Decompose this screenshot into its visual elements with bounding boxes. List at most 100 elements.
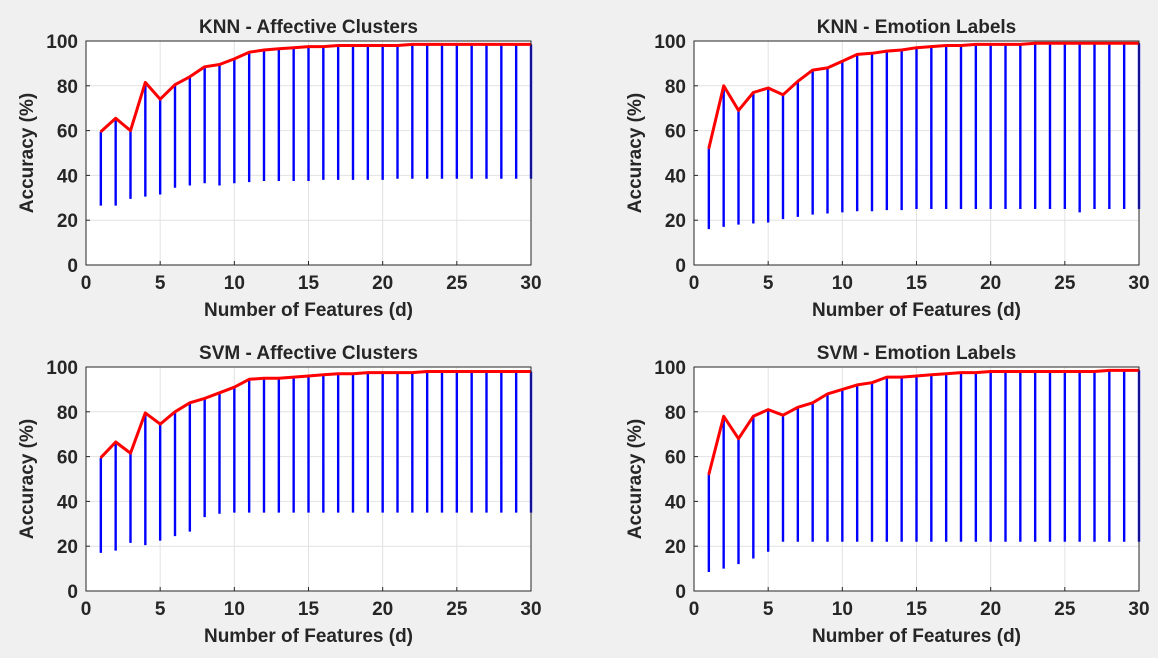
x-axis-label: Number of Features (d)	[812, 626, 1021, 647]
x-tick-label: 0	[689, 599, 700, 620]
x-tick-label: 25	[446, 599, 468, 620]
max-accuracy-point	[322, 374, 325, 376]
max-accuracy-point	[900, 376, 903, 378]
max-accuracy-point	[1049, 370, 1051, 373]
max-accuracy-point	[886, 50, 888, 52]
x-tick-label: 30	[1128, 273, 1149, 294]
x-tick-label: 30	[520, 273, 541, 294]
max-accuracy-point	[975, 371, 977, 374]
max-accuracy-point	[1019, 370, 1022, 373]
max-accuracy-point	[144, 412, 147, 414]
x-tick-label: 10	[224, 273, 245, 294]
max-accuracy-point	[189, 402, 191, 404]
y-tick-label: 40	[57, 492, 78, 513]
max-accuracy-point	[292, 376, 295, 378]
max-accuracy-point	[1123, 369, 1125, 372]
y-tick-label: 0	[675, 582, 686, 603]
y-tick-label: 100	[46, 358, 78, 379]
max-accuracy-point	[159, 423, 161, 425]
max-accuracy-point	[396, 44, 399, 47]
max-accuracy-line	[707, 41, 1139, 149]
chart-title: KNN - Emotion Labels	[817, 17, 1017, 38]
max-accuracy-point	[352, 44, 354, 47]
max-accuracy-point	[1108, 42, 1111, 45]
max-accuracy-point	[900, 49, 903, 51]
max-accuracy-point	[292, 46, 295, 49]
max-accuracy-point	[1123, 42, 1125, 45]
max-accuracy-point	[381, 44, 384, 47]
y-tick-label: 100	[654, 358, 686, 379]
x-tick-label: 15	[906, 599, 928, 620]
max-accuracy-point	[1049, 42, 1051, 45]
max-accuracy-point	[722, 415, 725, 418]
x-tick-label: 0	[689, 273, 700, 294]
max-accuracy-point	[1004, 370, 1007, 373]
max-accuracy-point	[307, 45, 310, 48]
y-axis-label: Accuracy (%)	[625, 93, 646, 213]
max-accuracy-point	[500, 43, 503, 46]
max-accuracy-point	[975, 43, 977, 46]
y-tick-label: 20	[57, 211, 78, 232]
max-accuracy-point	[174, 83, 176, 86]
max-accuracy-point	[203, 65, 206, 68]
max-accuracy-point	[811, 69, 814, 71]
chart-panel-4: 0 5 10 15 20 25 30 0 20 40 60 80 100 SVM - Emotion La…	[625, 343, 1150, 647]
max-accuracy-point	[515, 43, 517, 46]
y-tick-label: 80	[665, 403, 686, 424]
max-accuracy-line	[707, 368, 1139, 475]
max-accuracy-point	[233, 58, 236, 60]
max-accuracy-point	[322, 45, 325, 48]
y-tick-label: 60	[57, 448, 78, 469]
x-tick-label: 5	[763, 273, 774, 294]
chart-title: SVM - Emotion Labels	[817, 343, 1017, 364]
max-accuracy-point	[841, 388, 844, 391]
chart-panel-2: 0 5 10 15 20 25 30 0 20 40 60 80 100 KNN - Emotion La…	[625, 17, 1150, 321]
max-accuracy-point	[248, 378, 250, 381]
max-accuracy-point	[708, 147, 710, 150]
max-accuracy-line	[99, 370, 531, 459]
max-accuracy-point	[100, 456, 102, 459]
max-accuracy-point	[797, 80, 799, 83]
max-accuracy-point	[278, 48, 280, 50]
max-accuracy-point	[396, 371, 399, 374]
chart-title: SVM - Affective Clusters	[199, 343, 418, 364]
x-tick-label: 30	[520, 599, 541, 620]
max-accuracy-point	[782, 414, 784, 416]
y-tick-label: 80	[665, 77, 686, 98]
max-accuracy-point	[337, 372, 339, 375]
y-tick-label: 100	[46, 32, 78, 53]
max-accuracy-point	[426, 370, 428, 373]
y-tick-label: 20	[665, 211, 686, 232]
x-tick-label: 15	[298, 273, 320, 294]
max-accuracy-point	[1064, 370, 1066, 373]
x-tick-label: 20	[980, 599, 1001, 620]
max-accuracy-point	[278, 377, 280, 380]
max-accuracy-point	[129, 452, 132, 455]
max-accuracy-point	[930, 45, 933, 48]
max-accuracy-point	[811, 402, 814, 404]
max-accuracy-point	[826, 67, 829, 69]
max-accuracy-point	[456, 370, 458, 373]
max-accuracy-point	[114, 117, 117, 120]
y-tick-label: 60	[665, 122, 686, 143]
max-accuracy-line	[99, 42, 531, 133]
max-accuracy-point	[752, 91, 755, 94]
max-accuracy-point	[381, 371, 384, 374]
max-accuracy-point	[263, 377, 265, 380]
x-tick-label: 30	[1128, 599, 1149, 620]
max-accuracy-point	[856, 384, 858, 386]
y-tick-label: 0	[675, 256, 686, 277]
max-accuracy-point	[1034, 370, 1036, 373]
y-axis-label: Accuracy (%)	[625, 419, 646, 539]
max-accuracy-point	[515, 370, 517, 373]
y-tick-label: 100	[654, 32, 686, 53]
y-tick-label: 80	[57, 77, 78, 98]
max-accuracy-point	[767, 408, 769, 411]
max-accuracy-point	[248, 51, 250, 53]
y-tick-label: 0	[67, 256, 78, 277]
max-accuracy-point	[989, 370, 992, 373]
y-axis-label: Accuracy (%)	[17, 93, 38, 213]
max-accuracy-point	[411, 43, 414, 46]
max-accuracy-point	[426, 43, 428, 46]
